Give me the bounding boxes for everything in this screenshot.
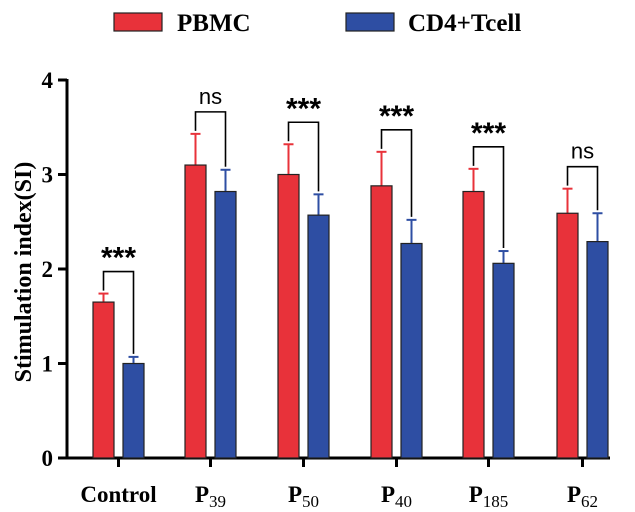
legend-label: CD4+Tcell	[408, 10, 521, 37]
x-tick-label: P62	[567, 482, 598, 511]
bar-pbmc	[92, 301, 115, 459]
bar-cd4-tcell	[122, 362, 145, 459]
y-axis: 0 1 2 3 4	[42, 68, 69, 471]
y-axis-label: Stimulation index(SI)	[11, 162, 37, 383]
significance-label: ns	[571, 139, 594, 164]
significance-label: ***	[101, 242, 136, 275]
significance-bracket	[287, 121, 320, 192]
x-tick-label-subscript: 40	[395, 492, 412, 511]
bars	[92, 132, 609, 459]
x-tick-label-base: P	[567, 482, 581, 507]
x-axis: Control P39 P50 P40 P185 P62	[65, 456, 610, 511]
bar-pbmc	[370, 185, 393, 459]
significance-label: ***	[379, 100, 414, 133]
y-tick-label: 3	[42, 163, 54, 188]
bar-cd4-tcell	[214, 190, 237, 459]
x-tick-label-subscript: 185	[483, 492, 509, 511]
legend-swatch	[345, 12, 395, 32]
significance-annotations: *** ns *** *** *** ns	[101, 84, 599, 354]
x-tick-label-base: P	[195, 482, 209, 507]
significance-bracket	[194, 111, 227, 167]
x-tick-label-subscript: 39	[209, 492, 226, 511]
bar-pbmc	[184, 164, 207, 459]
bar-cd4-tcell	[586, 240, 609, 459]
x-tick-label: P39	[195, 482, 226, 511]
bar-cd4-tcell	[400, 242, 423, 459]
bar-pbmc	[556, 212, 579, 459]
legend-label: PBMC	[177, 10, 251, 37]
y-tick-label: 2	[42, 257, 54, 282]
significance-bracket	[380, 129, 413, 217]
bar-pbmc	[462, 190, 485, 459]
x-tick-label: P40	[381, 482, 412, 511]
x-tick-label-base: P	[469, 482, 483, 507]
legend: PBMC CD4+Tcell	[113, 10, 521, 37]
x-tick-label-base: P	[288, 482, 302, 507]
x-tick-label: Control	[80, 482, 156, 507]
x-tick-label-base: P	[381, 482, 395, 507]
significance-bracket	[472, 146, 505, 249]
x-tick-label-subscript: 50	[302, 492, 319, 511]
x-tick-label: P50	[288, 482, 319, 511]
y-tick-label: 0	[42, 446, 54, 471]
bar-pbmc	[277, 173, 300, 459]
significance-label: ns	[199, 84, 222, 109]
y-tick-label: 4	[42, 68, 54, 93]
bar-cd4-tcell	[492, 262, 515, 459]
significance-bracket	[566, 165, 599, 211]
bar-cd4-tcell	[307, 214, 330, 459]
x-tick-label-base: Control	[80, 482, 156, 507]
significance-label: ***	[286, 92, 321, 125]
significance-label: ***	[471, 117, 506, 150]
legend-swatch	[113, 12, 163, 32]
y-tick-label: 1	[42, 352, 54, 377]
x-tick-label-subscript: 62	[581, 492, 598, 511]
significance-bracket	[102, 270, 135, 354]
x-tick-label: P185	[469, 482, 509, 511]
